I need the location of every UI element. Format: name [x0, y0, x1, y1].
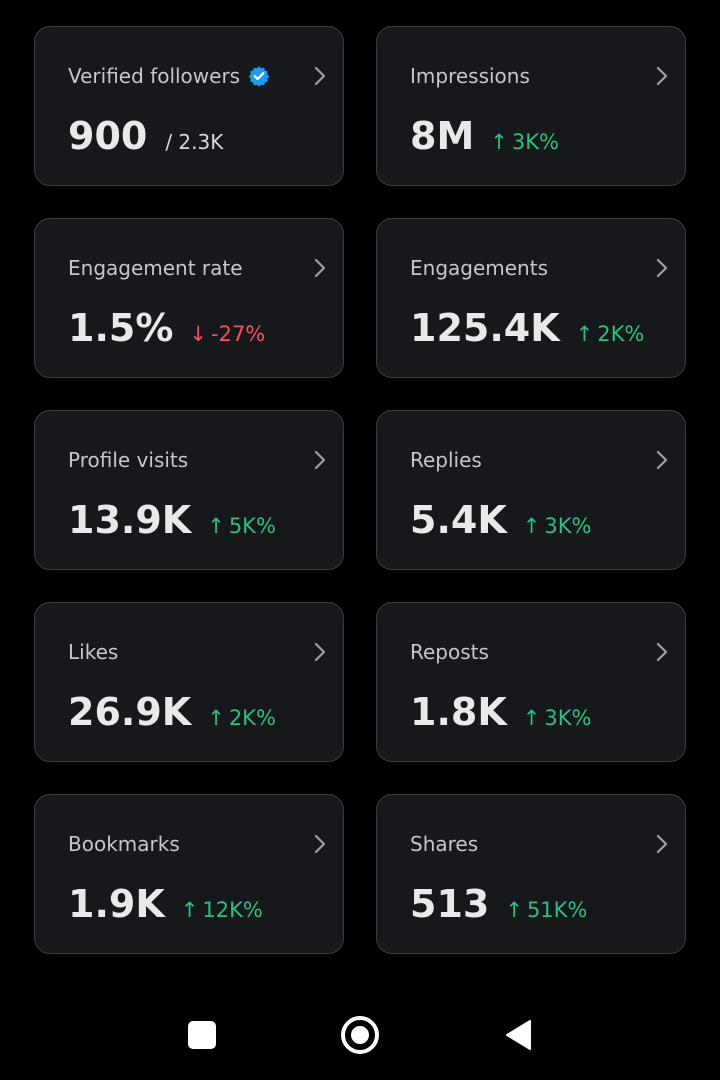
metric-change: ↓ -27% — [189, 322, 265, 346]
change-value: 5K% — [228, 514, 276, 538]
arrow-up-icon: ↑ — [575, 322, 594, 346]
card-engagement-rate[interactable]: Engagement rate 1.5% ↓ -27% — [34, 218, 344, 378]
card-replies[interactable]: Replies 5.4K ↑ 3K% — [376, 410, 686, 570]
change-value: -27% — [211, 322, 266, 346]
card-likes[interactable]: Likes 26.9K ↑ 2K% — [34, 602, 344, 762]
card-reposts[interactable]: Reposts 1.8K ↑ 3K% — [376, 602, 686, 762]
change-value: 3K% — [544, 514, 592, 538]
change-value: 3K% — [544, 706, 592, 730]
metric-change: ↑ 3K% — [523, 706, 592, 730]
change-value: 2K% — [597, 322, 645, 346]
value-row: 1.8K ↑ 3K% — [410, 689, 591, 735]
change-value: 12K% — [202, 898, 263, 922]
card-engagements[interactable]: Engagements 125.4K ↑ 2K% — [376, 218, 686, 378]
chevron-right-icon — [314, 66, 326, 86]
card-label: Bookmarks — [68, 832, 180, 856]
value-row: 13.9K ↑ 5K% — [68, 497, 276, 543]
card-label: Replies — [410, 448, 482, 472]
metric-value: 900 — [68, 114, 148, 158]
metric-value: 13.9K — [68, 498, 192, 542]
card-profile-visits[interactable]: Profile visits 13.9K ↑ 5K% — [34, 410, 344, 570]
arrow-up-icon: ↑ — [522, 706, 541, 730]
chevron-right-icon — [314, 834, 326, 854]
change-value: 51K% — [526, 898, 588, 922]
card-shares[interactable]: Shares 513 ↑ 51K% — [376, 794, 686, 954]
card-label-wrapper: Verified followers — [68, 63, 270, 89]
circle-home-icon — [341, 1016, 379, 1054]
arrow-up-icon: ↑ — [505, 898, 523, 922]
triangle-back-icon — [506, 1020, 531, 1050]
value-row: 513 ↑ 51K% — [410, 881, 587, 927]
recents-button[interactable] — [179, 1012, 225, 1058]
arrow-down-icon: ↓ — [189, 322, 207, 346]
metric-change: ↑ 12K% — [181, 898, 263, 922]
value-row: 5.4K ↑ 3K% — [410, 497, 591, 543]
metric-value: 125.4K — [410, 306, 560, 350]
value-row: 125.4K ↑ 2K% — [410, 305, 644, 351]
metric-change: ↑ 3K% — [490, 130, 559, 154]
metric-value: 513 — [410, 882, 490, 926]
metric-change: ↑ 2K% — [576, 322, 645, 346]
metric-value: 1.8K — [410, 690, 507, 734]
value-row: 26.9K ↑ 2K% — [68, 689, 276, 735]
verified-badge-icon — [248, 66, 270, 87]
metric-change: ↑ 3K% — [523, 514, 592, 538]
card-impressions[interactable]: Impressions 8M ↑ 3K% — [376, 26, 686, 186]
chevron-right-icon — [314, 642, 326, 662]
card-label: Profile visits — [68, 448, 189, 472]
chevron-right-icon — [656, 66, 668, 86]
metric-value: 8M — [410, 114, 475, 158]
metric-total: / 2.3K — [165, 130, 224, 154]
change-value: 2K% — [228, 706, 276, 730]
metric-change: ↑ 51K% — [505, 898, 587, 922]
card-label: Impressions — [410, 64, 530, 88]
card-label: Reposts — [410, 640, 489, 664]
card-verified-followers[interactable]: Verified followers 900 / 2.3K — [34, 26, 344, 186]
home-button[interactable] — [337, 1012, 383, 1058]
metric-change: ↑ 2K% — [207, 706, 276, 730]
card-label: Verified followers — [68, 64, 241, 88]
change-value: 3K% — [511, 130, 559, 154]
chevron-right-icon — [656, 642, 668, 662]
chevron-right-icon — [314, 450, 326, 470]
card-label: Likes — [68, 640, 119, 664]
metric-value: 26.9K — [68, 690, 192, 734]
chevron-right-icon — [656, 834, 668, 854]
metric-value: 1.5% — [68, 306, 174, 350]
square-recents-icon — [188, 1021, 216, 1049]
arrow-up-icon: ↑ — [490, 130, 508, 154]
value-row: 1.5% ↓ -27% — [68, 305, 265, 351]
metric-value: 1.9K — [68, 882, 165, 926]
metrics-grid: Verified followers 900 / 2.3K Impression… — [34, 26, 686, 954]
arrow-up-icon: ↑ — [522, 514, 541, 538]
card-label: Engagements — [410, 256, 548, 280]
arrow-up-icon: ↑ — [207, 706, 225, 730]
card-label: Shares — [410, 832, 479, 856]
chevron-right-icon — [656, 258, 668, 278]
metric-value: 5.4K — [410, 498, 507, 542]
value-row: 900 / 2.3K — [68, 113, 223, 159]
metric-change: ↑ 5K% — [207, 514, 276, 538]
card-label: Engagement rate — [68, 256, 243, 280]
arrow-up-icon: ↑ — [180, 898, 199, 922]
value-row: 8M ↑ 3K% — [410, 113, 559, 159]
back-button[interactable] — [495, 1012, 541, 1058]
system-nav-bar — [0, 990, 720, 1080]
value-row: 1.9K ↑ 12K% — [68, 881, 263, 927]
chevron-right-icon — [314, 258, 326, 278]
chevron-right-icon — [656, 450, 668, 470]
arrow-up-icon: ↑ — [207, 514, 225, 538]
card-bookmarks[interactable]: Bookmarks 1.9K ↑ 12K% — [34, 794, 344, 954]
